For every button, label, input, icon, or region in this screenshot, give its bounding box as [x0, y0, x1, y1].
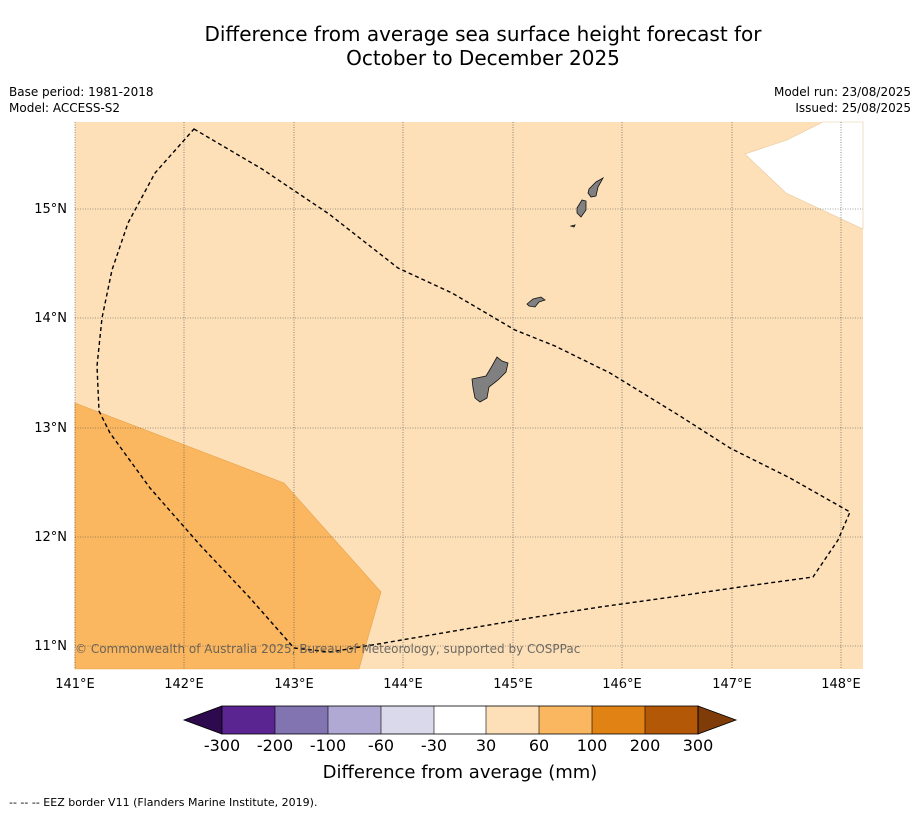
lon-label-146: 146°E: [602, 677, 642, 692]
lon-label-141: 141°E: [55, 677, 95, 692]
colorbar-tick: -300: [204, 736, 240, 755]
lon-label-144: 144°E: [383, 677, 423, 692]
colorbar-tick: -30: [421, 736, 447, 755]
colorbar-extend-high: [697, 705, 738, 735]
lat-label-12: 12°N: [34, 530, 67, 545]
colorbar-bin-5: [434, 706, 486, 734]
meta-left: Base period: 1981-2018 Model: ACCESS-S2: [9, 84, 154, 116]
base-period-label: Base period: 1981-2018: [9, 85, 154, 99]
latitude-labels: 15°N 14°N 13°N 12°N 11°N: [34, 202, 67, 654]
colorbar-tick: 200: [630, 736, 661, 755]
colorbar-tick: -100: [310, 736, 346, 755]
meta-right: Model run: 23/08/2025 Issued: 25/08/2025: [774, 84, 911, 116]
island-rota: [526, 296, 546, 308]
lon-label-148: 148°E: [821, 677, 861, 692]
colorbar-bin-6: [486, 706, 539, 734]
longitude-labels: 141°E 142°E 143°E 144°E 145°E 146°E 147°…: [55, 677, 861, 692]
colorbar-tick: 100: [577, 736, 608, 755]
lon-label-142: 142°E: [164, 677, 204, 692]
colorbar-bin-4: [381, 706, 434, 734]
chart-title: Difference from average sea surface heig…: [0, 22, 919, 70]
colorbar-tick: -60: [368, 736, 394, 755]
colorbar-bin-8: [592, 706, 645, 734]
colorbar: -300 -200 -100 -60 -30 30 60 100 200 300…: [182, 705, 738, 783]
colorbar-bin-3: [328, 706, 381, 734]
eez-border: [96, 128, 851, 653]
lon-label-145: 145°E: [493, 677, 533, 692]
lat-label-14: 14°N: [34, 311, 67, 326]
copyright-text: © Commonwealth of Australia 2025, Bureau…: [75, 642, 580, 656]
colorbar-bin-2: [275, 706, 328, 734]
lat-label-15: 15°N: [34, 202, 67, 217]
island-aguijan: [569, 224, 576, 228]
anomaly-zone-neutral: [744, 121, 864, 230]
colorbar-title: Difference from average (mm): [323, 762, 598, 783]
lat-label-11: 11°N: [34, 639, 67, 654]
lon-label-147: 147°E: [712, 677, 752, 692]
island-guam: [471, 356, 509, 403]
colorbar-tick: 60: [529, 736, 549, 755]
colorbar-dividers: [274, 706, 646, 734]
colorbar-tick: 300: [683, 736, 714, 755]
issued-label: Issued: 25/08/2025: [795, 101, 911, 115]
gridlines: [74, 122, 863, 669]
colorbar-bin-9: [645, 706, 698, 734]
model-run-label: Model run: 23/08/2025: [773, 85, 911, 99]
eez-footnote: -- -- -- EEZ border V11 (Flanders Marine…: [9, 796, 318, 809]
lon-label-143: 143°E: [274, 677, 314, 692]
lat-label-13: 13°N: [34, 421, 67, 436]
model-label: Model: ACCESS-S2: [9, 101, 121, 115]
colorbar-bin-7: [539, 706, 592, 734]
colorbar-outline: [221, 705, 699, 735]
colorbar-tick: -200: [257, 736, 293, 755]
colorbar-tick-labels: -300 -200 -100 -60 -30 30 60 100 200 300: [204, 736, 713, 755]
islands: [471, 176, 605, 403]
island-tinian: [576, 199, 587, 218]
island-saipan: [587, 176, 605, 198]
title-line-1: Difference from average sea surface heig…: [204, 22, 762, 46]
colorbar-bin-1: [222, 706, 275, 734]
colorbar-tick: 30: [476, 736, 496, 755]
colorbar-extend-low: [182, 705, 223, 735]
title-line-2: October to December 2025: [346, 46, 620, 70]
